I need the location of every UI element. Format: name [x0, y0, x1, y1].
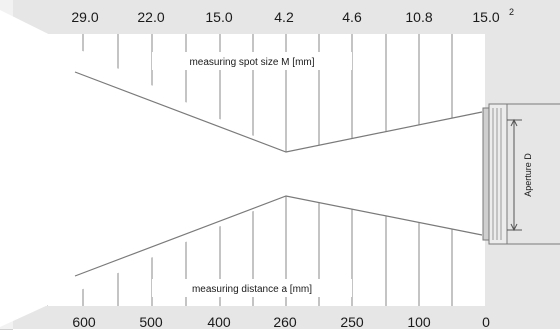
distance-value: 100 — [407, 314, 431, 330]
spot-size-value: 15.0 — [205, 9, 233, 25]
lens-flange — [482, 107, 490, 241]
distance-value: 250 — [340, 314, 364, 330]
aperture-dimension — [507, 118, 522, 232]
footnote-marker: 2 — [509, 7, 515, 17]
distance-value: 500 — [139, 314, 163, 330]
beam-boundaries — [74, 71, 483, 277]
spot-label-band — [152, 52, 352, 70]
distance-value: 260 — [273, 314, 297, 330]
left-clear-area — [22, 34, 47, 306]
sensor-housing — [482, 103, 560, 245]
distance-label-band — [152, 279, 352, 297]
upper-beam-line — [74, 71, 483, 153]
spot-size-label: measuring spot size M [mm] — [189, 57, 314, 68]
spot-size-value: 10.8 — [405, 9, 433, 25]
spot-size-value: 15.0 — [472, 9, 500, 25]
spot-size-value: 4.6 — [342, 9, 362, 25]
distance-label: measuring distance a [mm] — [192, 284, 312, 295]
distance-value: 600 — [72, 314, 96, 330]
spot-size-value: 4.2 — [274, 9, 294, 25]
distance-value: 0 — [482, 314, 490, 330]
lens-body — [488, 103, 508, 245]
spot-size-value: 29.0 — [71, 9, 99, 25]
aperture-label: Aperture D — [523, 153, 533, 197]
spot-size-value: 22.0 — [137, 9, 165, 25]
distance-value: 400 — [207, 314, 231, 330]
lower-beam-line — [74, 195, 483, 277]
